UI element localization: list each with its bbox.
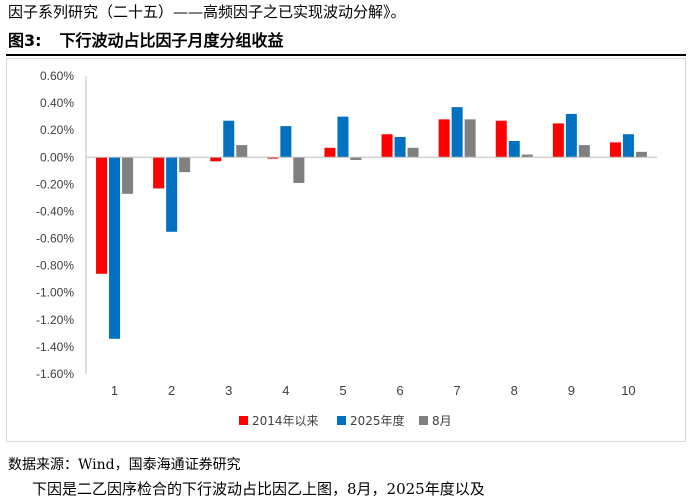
bar-3 (293, 157, 305, 184)
x-tick-label: 5 (339, 383, 346, 398)
y-tick-label: 0.00% (40, 150, 74, 164)
bar-1 (96, 157, 108, 274)
bar-3 (635, 151, 647, 158)
top-text: 因子系列研究（二十五）——高频因子之已实现波动分解》。 (8, 3, 406, 21)
title-rule (6, 54, 686, 56)
x-tick-label: 8 (511, 383, 518, 398)
bar-2 (622, 134, 634, 158)
x-tick-label: 3 (225, 383, 232, 398)
legend-swatch (337, 416, 346, 425)
x-tick-label: 6 (396, 383, 403, 398)
x-tick-label: 7 (454, 383, 461, 398)
y-tick-label: 0.40% (40, 96, 74, 110)
legend-swatch (239, 416, 248, 425)
bar-3 (521, 154, 533, 158)
bar-3 (236, 145, 248, 158)
legend-swatch (419, 416, 428, 425)
bar-2 (166, 157, 178, 232)
bar-1 (552, 123, 564, 158)
x-tick-label: 4 (282, 383, 289, 398)
y-tick-label: -1.00% (36, 286, 74, 300)
figure-title-text: 下行波动占比因子月度分组收益 (59, 31, 284, 50)
source-note: 数据来源：Wind，国泰海通证券研究 (8, 457, 241, 473)
figure-title: 图3: 下行波动占比因子月度分组收益 (8, 27, 284, 51)
y-tick-label: 0.60% (40, 69, 74, 83)
bar-3 (407, 147, 419, 158)
bar-3 (122, 157, 134, 194)
legend-label: 2014年以来 (252, 414, 319, 428)
y-tick-label: -0.60% (36, 232, 74, 246)
bar-1 (210, 157, 222, 162)
bar-3 (350, 157, 362, 160)
bar-1 (324, 147, 336, 158)
bar-2 (337, 116, 349, 158)
y-tick-label: -0.20% (36, 177, 74, 191)
bar-3 (179, 157, 191, 173)
y-tick-label: -1.60% (36, 367, 74, 381)
bar-1 (438, 119, 450, 158)
bar-2 (451, 107, 463, 158)
y-tick-label: -0.40% (36, 204, 74, 218)
bar-1 (267, 157, 279, 159)
bar-1 (153, 157, 165, 189)
bar-3 (464, 119, 476, 158)
bar-2 (223, 120, 235, 158)
body-text-partial: 下因是二乙因序检合的下行波动占比因乙上图，8月，2025年度以及 (32, 480, 485, 498)
y-tick-label: -0.80% (36, 259, 74, 273)
x-tick-label: 2 (168, 383, 175, 398)
figure-number: 图3: (8, 31, 42, 50)
bar-2 (565, 113, 577, 158)
x-tick-label: 9 (568, 383, 575, 398)
x-tick-label: 10 (621, 383, 635, 398)
bar-1 (609, 142, 621, 158)
y-tick-label: 0.20% (40, 123, 74, 137)
bar-2 (109, 157, 121, 339)
bar-chart: 0.60% 0.40% 0.20% 0.00% -0.20% -0.40% -0.60% -0… (36, 69, 657, 428)
bar-2 (394, 136, 406, 158)
bar-1 (495, 120, 507, 158)
bar-3 (578, 145, 590, 158)
y-tick-label: -1.40% (36, 340, 74, 354)
legend-label: 8月 (432, 414, 452, 428)
bar-2 (280, 126, 292, 158)
bar-2 (508, 141, 520, 158)
chart-area: 0.60% 0.40% 0.20% 0.00% -0.20% -0.40% -0.60% -0… (6, 58, 686, 442)
y-tick-label: -1.20% (36, 313, 74, 327)
x-tick-label: 1 (111, 383, 118, 398)
bar-1 (381, 134, 393, 158)
legend-label: 2025年度 (350, 413, 405, 428)
